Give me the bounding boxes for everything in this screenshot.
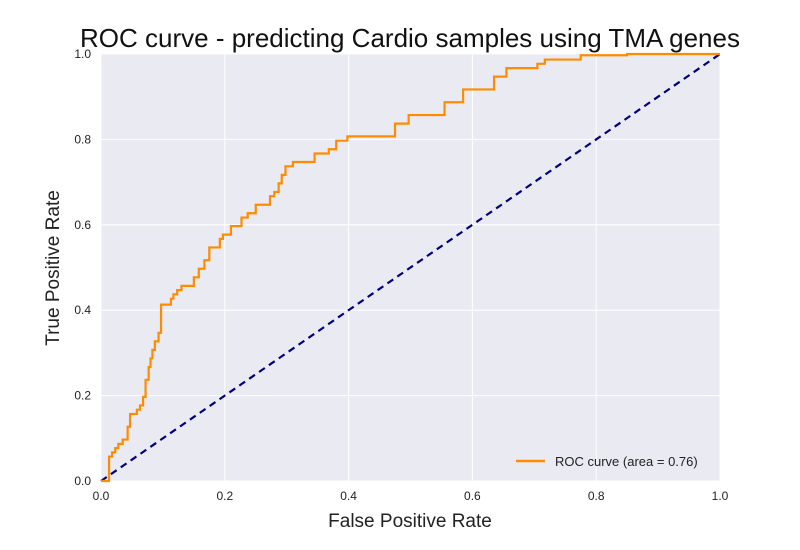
x-tick-label: 0.0 [93,489,110,503]
x-tick-label: 1.0 [712,489,729,503]
y-tick-label: 0.4 [74,303,91,317]
x-tick-label: 0.8 [588,489,605,503]
x-tick-label: 0.2 [216,489,233,503]
x-tick-label: 0.4 [340,489,357,503]
y-tick-label: 0.6 [74,218,91,232]
tick-labels: 0.0 0.2 0.4 0.6 0.8 1.0 0.0 0.2 0.4 0.6 0.8 1.0 [74,47,728,503]
grid-lines [100,53,721,482]
legend-label-roc: ROC curve (area = 0.76) [555,454,698,469]
x-axis-title: False Positive Rate [328,511,492,532]
legend: ROC curve (area = 0.76) [516,454,698,469]
series-layer [100,52,721,483]
y-tick-label: 0.8 [74,132,91,146]
chart-title: ROC curve - predicting Cardio samples us… [80,23,740,53]
diagonal-reference-line [100,53,721,482]
x-tick-label: 0.6 [464,489,481,503]
y-tick-label: 0.0 [74,474,91,488]
y-tick-label: 0.2 [74,389,91,403]
y-tick-label: 1.0 [74,47,91,61]
roc-curve-line [101,52,720,483]
y-axis-title: True Positive Rate [43,190,64,346]
